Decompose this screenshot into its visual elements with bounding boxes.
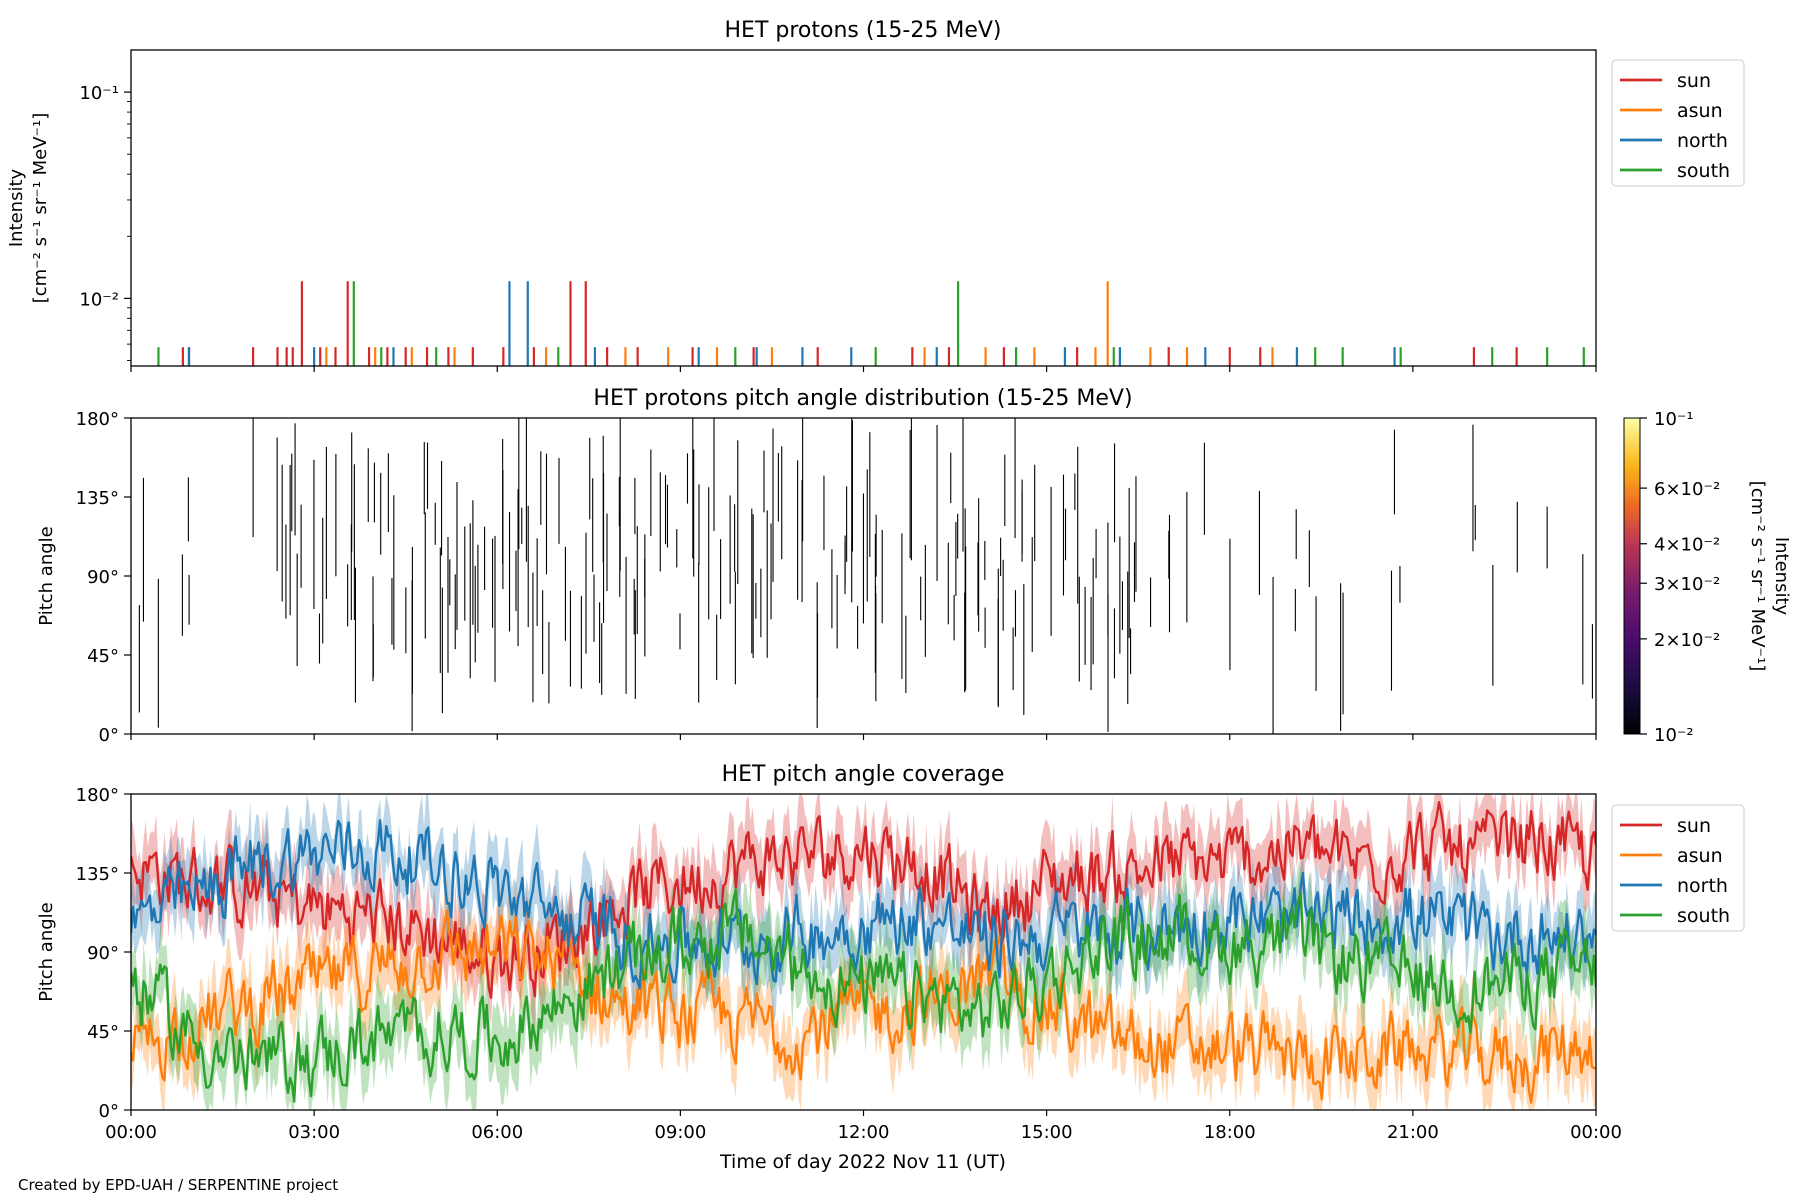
legend-entry-south: south bbox=[1677, 160, 1730, 182]
y-tick-label: 10⁻² bbox=[79, 289, 119, 310]
panel-intensity: HET protons (15-25 MeV) 10⁻¹ 10⁻² Intensi… bbox=[6, 18, 1745, 367]
x-tick-label: 06:00 bbox=[471, 1122, 523, 1143]
coverage-lines bbox=[131, 801, 1596, 1104]
y-tick-label: 10⁻¹ bbox=[79, 83, 119, 104]
coverage-line-sun bbox=[131, 801, 1596, 999]
credit-note: Created by EPD-UAH / SERPENTINE project bbox=[18, 1176, 339, 1194]
panel3-legend: sun asun north south bbox=[1611, 804, 1745, 932]
panel3-y-ticks: 0° 45° 90° 135° 180° bbox=[76, 785, 131, 1122]
legend-box bbox=[1611, 59, 1745, 187]
y-tick-label: 135° bbox=[76, 864, 119, 885]
coverage-band-north bbox=[131, 794, 1596, 1025]
x-tick-label: 15:00 bbox=[1021, 1122, 1073, 1143]
x-tick-label: 21:00 bbox=[1387, 1122, 1439, 1143]
x-tick-label: 12:00 bbox=[838, 1122, 890, 1143]
panel2-title: HET protons pitch angle distribution (15… bbox=[593, 386, 1132, 411]
colorbar-tick-label: 10⁻¹ bbox=[1654, 409, 1694, 430]
panel1-series bbox=[157, 281, 1585, 366]
colorbar-label-units: [cm⁻² s⁻¹ sr⁻¹ MeV⁻¹] bbox=[1747, 481, 1768, 672]
colorbar-ticks: 10⁻¹ 6×10⁻² 4×10⁻² 3×10⁻² 2×10⁻² 10⁻² bbox=[1640, 409, 1720, 746]
y-tick-label: 45° bbox=[87, 646, 119, 667]
panel1-legend: sun asun north south bbox=[1611, 59, 1745, 187]
legend-entry-asun: asun bbox=[1677, 100, 1723, 122]
legend-entry-north: north bbox=[1677, 875, 1728, 897]
x-tick-label: 03:00 bbox=[288, 1122, 340, 1143]
y-tick-label: 135° bbox=[76, 488, 119, 509]
legend-entry-sun: sun bbox=[1677, 70, 1711, 92]
colorbar-tick-label: 4×10⁻² bbox=[1654, 535, 1720, 556]
panel1-frame bbox=[130, 49, 1597, 367]
panel1-title: HET protons (15-25 MeV) bbox=[725, 18, 1002, 43]
x-tick-label: 18:00 bbox=[1204, 1122, 1256, 1143]
panel-pitch-coverage: HET pitch angle coverage 0° 45° 90° 135° 180… bbox=[36, 762, 1745, 1122]
colorbar-tick-label: 10⁻² bbox=[1654, 725, 1694, 746]
y-tick-label: 0° bbox=[99, 725, 119, 746]
panel2-ylabel: Pitch angle bbox=[36, 526, 57, 625]
panel1-ylabel-units: [cm⁻² s⁻¹ sr⁻¹ MeV⁻¹] bbox=[30, 113, 51, 304]
legend-box bbox=[1611, 804, 1745, 932]
panel1-y-ticks: 10⁻¹ 10⁻² bbox=[79, 83, 131, 361]
panel3-series bbox=[131, 794, 1596, 1110]
panel3-ylabel: Pitch angle bbox=[36, 902, 57, 1001]
panel-pitch-distribution: HET protons pitch angle distribution (15… bbox=[36, 386, 1792, 746]
x-axis-ticks: 00:00 03:00 06:00 09:00 12:00 15:00 18:00 21:00… bbox=[105, 366, 1622, 1143]
y-tick-label: 90° bbox=[87, 567, 119, 588]
panel2-y-ticks: 0° 45° 90° 135° 180° bbox=[76, 409, 131, 746]
legend-entry-asun: asun bbox=[1677, 845, 1723, 867]
colorbar bbox=[1623, 417, 1641, 735]
y-tick-label: 0° bbox=[99, 1101, 119, 1122]
colorbar-tick-label: 3×10⁻² bbox=[1654, 574, 1720, 595]
colorbar-tick-label: 6×10⁻² bbox=[1654, 479, 1720, 500]
colorbar-label: Intensity bbox=[1771, 537, 1792, 616]
y-tick-label: 90° bbox=[87, 943, 119, 964]
coverage-band-sun bbox=[131, 794, 1596, 1030]
panel2-strokes bbox=[138, 418, 1593, 734]
x-tick-label: 00:00 bbox=[105, 1122, 157, 1143]
panel3-title: HET pitch angle coverage bbox=[722, 762, 1005, 787]
legend-entry-sun: sun bbox=[1677, 815, 1711, 837]
coverage-line-north bbox=[131, 819, 1596, 990]
x-tick-label: 09:00 bbox=[654, 1122, 706, 1143]
y-tick-label: 180° bbox=[76, 409, 119, 430]
coverage-line-south bbox=[131, 888, 1596, 1103]
legend-entry-south: south bbox=[1677, 905, 1730, 927]
legend-entry-north: north bbox=[1677, 130, 1728, 152]
x-tick-label: 00:00 bbox=[1570, 1122, 1622, 1143]
x-axis-label: Time of day 2022 Nov 11 (UT) bbox=[719, 1151, 1006, 1173]
panel1-ylabel: Intensity bbox=[6, 168, 27, 247]
colorbar-tick-label: 2×10⁻² bbox=[1654, 630, 1720, 651]
y-tick-label: 180° bbox=[76, 785, 119, 806]
y-tick-label: 45° bbox=[87, 1022, 119, 1043]
